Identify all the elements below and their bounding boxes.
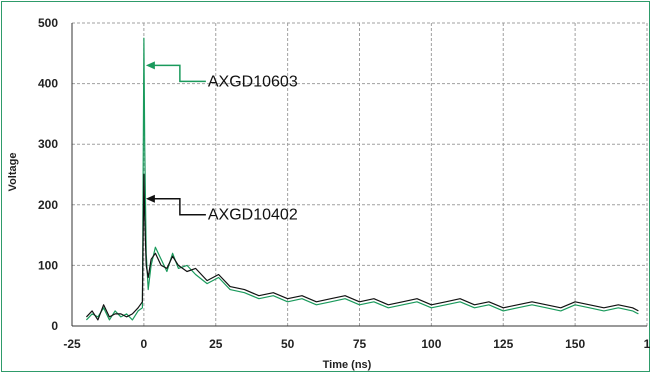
y-tick-label: 0	[51, 319, 58, 333]
annotation-axgd10603: AXGD10603	[145, 61, 298, 90]
x-tick-label: 100	[421, 337, 441, 351]
x-tick-label: 125	[493, 337, 513, 351]
x-tick-label: 0	[141, 337, 148, 351]
x-tick-label: 1	[644, 337, 651, 351]
tick-labels: -25 0 25 50 75 100 125 150 1 0 100 200 300 400 500	[38, 16, 651, 351]
y-tick-label: 100	[38, 258, 58, 272]
annotation-label: AXGD10603	[208, 73, 298, 90]
series-line-axgd10603	[85, 37, 639, 321]
annotation-axgd10402: AXGD10402	[145, 194, 298, 224]
annotation-label: AXGD10402	[208, 207, 298, 224]
y-tick-label: 200	[38, 198, 58, 212]
x-tick-label: 25	[209, 337, 223, 351]
annotation-arrowhead	[145, 61, 155, 70]
x-tick-label: 75	[353, 337, 367, 351]
series-line-axgd10402	[85, 173, 639, 321]
y-tick-label: 300	[38, 137, 58, 151]
x-tick-label: -25	[63, 337, 81, 351]
annotations: AXGD10603 AXGD10402	[145, 61, 298, 224]
series-layer	[85, 37, 639, 321]
annotation-leader	[152, 197, 206, 216]
annotation-leader	[152, 64, 206, 83]
axes	[71, 23, 647, 327]
annotation-arrowhead	[145, 194, 155, 203]
x-tick-label: 150	[565, 337, 585, 351]
y-tick-label: 500	[38, 16, 58, 30]
y-axis-title: Voltage	[7, 153, 19, 192]
y-tick-label: 400	[38, 77, 58, 91]
x-axis-title: Time (ns)	[323, 359, 372, 371]
x-tick-label: 50	[281, 337, 295, 351]
